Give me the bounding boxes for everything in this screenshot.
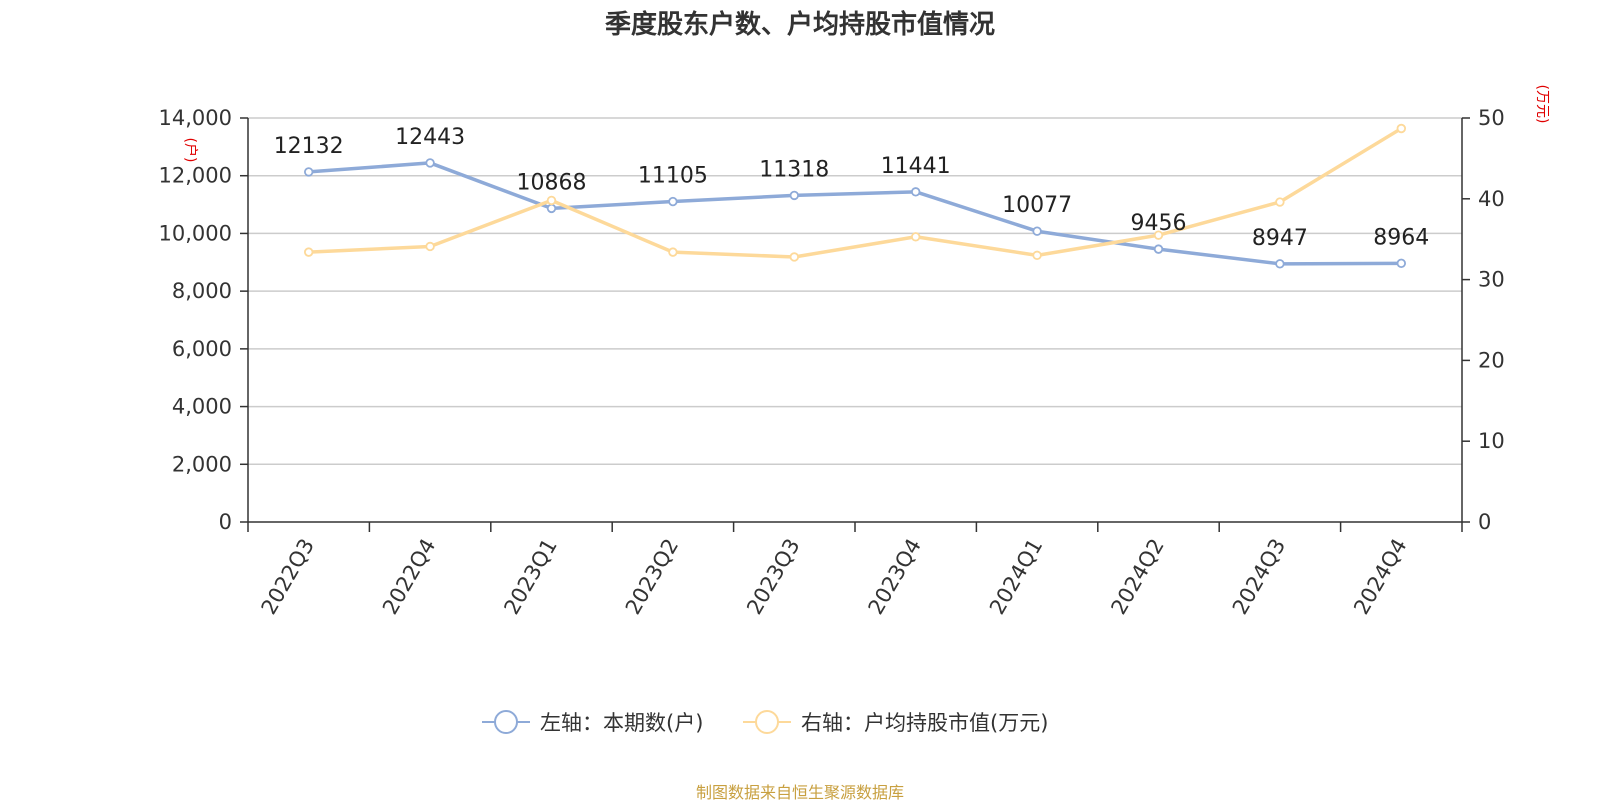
series-2-point — [1153, 230, 1164, 240]
left-axis-tick-label: 14,000 — [159, 106, 232, 130]
data-label: 9456 — [1131, 211, 1187, 236]
series-2-point — [304, 247, 314, 257]
right-axis-unit: (万元) — [1534, 85, 1550, 124]
x-axis-category-label: 2023Q4 — [864, 535, 926, 619]
legend-item-2[interactable]: 右轴：户均持股市值(万元) — [743, 710, 1048, 735]
series-1-point — [1396, 258, 1406, 269]
x-axis-category-label: 2024Q4 — [1349, 535, 1411, 619]
legend-swatch-marker — [494, 710, 518, 734]
data-label: 11105 — [638, 164, 708, 189]
series-line-1 — [308, 161, 1402, 266]
x-axis-category-label: 2022Q3 — [257, 535, 319, 619]
data-label: 8947 — [1252, 226, 1308, 251]
legend-swatch-marker — [755, 710, 779, 734]
left-axis-tick-label: 2,000 — [172, 452, 232, 476]
x-axis-category-label: 2024Q3 — [1228, 535, 1290, 619]
right-axis-tick-label: 20 — [1478, 348, 1505, 372]
x-axis-category-label: 2024Q2 — [1106, 535, 1168, 619]
right-axis-tick-label: 10 — [1478, 429, 1505, 453]
data-label: 12132 — [274, 134, 344, 159]
series-1-point — [304, 167, 314, 177]
data-labels: 12132 12443 10868 11105 11318 11441 10077 9456 8… — [274, 125, 1430, 251]
left-axis-unit: (户) — [182, 138, 199, 163]
series-1-point — [1153, 244, 1164, 254]
data-label: 8964 — [1373, 225, 1429, 250]
series-line-2 — [308, 127, 1403, 259]
right-axis-tick-label: 30 — [1478, 268, 1505, 292]
right-axis-tick-label: 0 — [1478, 510, 1491, 534]
x-axis-category-label: 2022Q4 — [378, 535, 440, 619]
x-axis-category-label: 2023Q1 — [499, 535, 561, 619]
series-1-point — [1275, 259, 1285, 269]
data-label: 10868 — [517, 170, 587, 195]
right-axis-tick-label: 50 — [1478, 106, 1505, 130]
left-axis-tick-label: 8,000 — [172, 279, 232, 303]
data-label: 11441 — [881, 154, 951, 179]
series-2-point — [546, 195, 557, 206]
series-2-point — [1396, 123, 1406, 134]
legend-label: 左轴：本期数(户) — [540, 711, 703, 735]
series-2-point — [789, 252, 799, 262]
left-axis-tick-label: 0 — [219, 510, 232, 534]
series-2-point — [911, 232, 921, 242]
x-axis-category-label: 2023Q3 — [742, 535, 804, 619]
left-axis-tick-label: 10,000 — [159, 221, 232, 245]
series-1-point — [911, 187, 921, 197]
series-lines — [304, 123, 1406, 269]
grid-lines — [248, 117, 1462, 466]
chart-title: 季度股东户数、户均持股市值情况 — [604, 10, 995, 40]
right-axis-tick-label: 40 — [1478, 187, 1505, 211]
series-1-point — [546, 203, 557, 214]
data-label: 10077 — [1002, 193, 1072, 218]
legend-item-1[interactable]: 左轴：本期数(户) — [482, 710, 703, 735]
left-axis-tick-label: 6,000 — [172, 337, 232, 361]
series-1-point — [789, 190, 799, 201]
series-2-point — [1032, 250, 1042, 261]
series-1-point — [425, 158, 435, 168]
x-axis-category-label: 2024Q1 — [985, 535, 1047, 619]
series-2-point — [668, 247, 678, 257]
series-2-point — [1275, 197, 1285, 207]
series-1-point — [668, 196, 678, 207]
x-axis-category-label: 2023Q2 — [621, 535, 683, 619]
legend-label: 右轴：户均持股市值(万元) — [801, 711, 1048, 735]
legend[interactable]: 左轴：本期数(户) 右轴：户均持股市值(万元) — [482, 710, 1048, 735]
left-axis-tick-label: 12,000 — [159, 164, 232, 188]
data-label: 11318 — [759, 157, 829, 182]
source-note: 制图数据来自恒生聚源数据库 — [695, 783, 904, 802]
series-1-point — [1032, 226, 1042, 236]
data-label: 12443 — [395, 125, 465, 150]
left-axis-tick-label: 4,000 — [172, 395, 232, 419]
series-2-point — [425, 241, 435, 252]
